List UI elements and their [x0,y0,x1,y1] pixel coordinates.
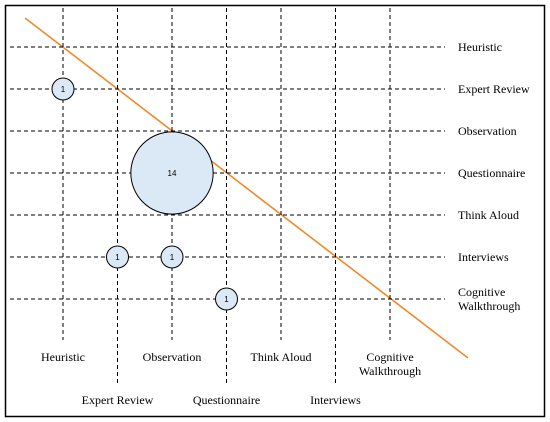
column-label: Think Aloud [250,350,312,364]
row-label: Interviews [458,250,509,264]
column-label: Cognitive Walkthrough [358,350,422,378]
column-label: Expert Review [81,393,154,407]
bubble-label: 1 [115,253,120,262]
bubble [106,245,129,269]
row-label: Expert Review [458,82,530,96]
column-label: Observation [142,350,202,364]
bubble [51,77,75,101]
column-label: Heuristic [41,350,85,364]
column-label: Interviews [310,393,361,407]
diagonal-line [24,17,469,359]
column-label: Questionnaire [192,393,261,407]
row-label: Questionnaire [458,166,526,180]
bubble-label: 1 [224,295,229,304]
row-label: Heuristic [458,40,502,54]
bubble-label: 1 [61,85,66,94]
frame [4,4,546,418]
row-label: Cognitive Walkthrough [458,285,521,313]
bubble [130,131,214,215]
row-label: Observation [458,124,517,138]
bubble [160,245,184,269]
bubble [215,287,238,311]
row-label: Think Aloud [458,208,520,222]
bubble-label: 1 [170,253,175,262]
bubble-label: 14 [168,169,177,178]
